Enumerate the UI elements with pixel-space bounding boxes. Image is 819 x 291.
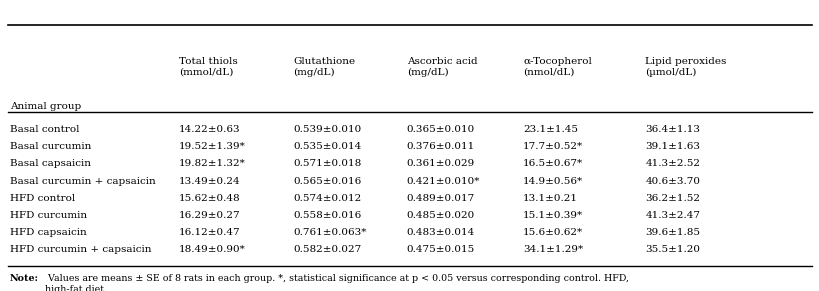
Text: 0.475±0.015: 0.475±0.015 <box>406 245 474 254</box>
Text: Basal control: Basal control <box>10 125 79 134</box>
Text: Basal curcumin + capsaicin: Basal curcumin + capsaicin <box>10 177 156 185</box>
Text: 0.421±0.010*: 0.421±0.010* <box>406 177 479 185</box>
Text: 0.574±0.012: 0.574±0.012 <box>293 194 361 203</box>
Text: 14.9±0.56*: 14.9±0.56* <box>523 177 582 185</box>
Text: 15.6±0.62*: 15.6±0.62* <box>523 228 582 237</box>
Text: HFD capsaicin: HFD capsaicin <box>10 228 87 237</box>
Text: 0.485±0.020: 0.485±0.020 <box>406 211 474 220</box>
Text: 0.571±0.018: 0.571±0.018 <box>293 159 361 168</box>
Text: Basal capsaicin: Basal capsaicin <box>10 159 91 168</box>
Text: 0.539±0.010: 0.539±0.010 <box>293 125 361 134</box>
Text: 17.7±0.52*: 17.7±0.52* <box>523 142 582 151</box>
Text: 36.2±1.52: 36.2±1.52 <box>645 194 699 203</box>
Text: 13.49±0.24: 13.49±0.24 <box>179 177 240 185</box>
Text: 40.6±3.70: 40.6±3.70 <box>645 177 699 185</box>
Text: 0.558±0.016: 0.558±0.016 <box>293 211 361 220</box>
Text: 0.376±0.011: 0.376±0.011 <box>406 142 474 151</box>
Text: Total thiols
(mmol/dL): Total thiols (mmol/dL) <box>179 57 238 77</box>
Text: 0.535±0.014: 0.535±0.014 <box>293 142 361 151</box>
Text: 0.761±0.063*: 0.761±0.063* <box>293 228 366 237</box>
Text: Glutathione
(mg/dL): Glutathione (mg/dL) <box>293 57 355 77</box>
Text: 0.582±0.027: 0.582±0.027 <box>293 245 361 254</box>
Text: 19.52±1.39*: 19.52±1.39* <box>179 142 245 151</box>
Text: 36.4±1.13: 36.4±1.13 <box>645 125 699 134</box>
Text: 23.1±1.45: 23.1±1.45 <box>523 125 577 134</box>
Text: 0.361±0.029: 0.361±0.029 <box>406 159 474 168</box>
Text: 41.3±2.47: 41.3±2.47 <box>645 211 699 220</box>
Text: 14.22±0.63: 14.22±0.63 <box>179 125 240 134</box>
Text: 35.5±1.20: 35.5±1.20 <box>645 245 699 254</box>
Text: Animal group: Animal group <box>10 102 81 111</box>
Text: 13.1±0.21: 13.1±0.21 <box>523 194 577 203</box>
Text: 19.82±1.32*: 19.82±1.32* <box>179 159 245 168</box>
Text: 39.6±1.85: 39.6±1.85 <box>645 228 699 237</box>
Text: 0.365±0.010: 0.365±0.010 <box>406 125 474 134</box>
Text: 0.483±0.014: 0.483±0.014 <box>406 228 474 237</box>
Text: 16.5±0.67*: 16.5±0.67* <box>523 159 582 168</box>
Text: 18.49±0.90*: 18.49±0.90* <box>179 245 245 254</box>
Text: 0.489±0.017: 0.489±0.017 <box>406 194 474 203</box>
Text: HFD curcumin + capsaicin: HFD curcumin + capsaicin <box>10 245 152 254</box>
Text: 34.1±1.29*: 34.1±1.29* <box>523 245 582 254</box>
Text: 16.12±0.47: 16.12±0.47 <box>179 228 240 237</box>
Text: Basal curcumin: Basal curcumin <box>10 142 91 151</box>
Text: 15.62±0.48: 15.62±0.48 <box>179 194 240 203</box>
Text: 39.1±1.63: 39.1±1.63 <box>645 142 699 151</box>
Text: Values are means ± SE of 8 rats in each group. *, statistical significance at p : Values are means ± SE of 8 rats in each … <box>45 274 628 291</box>
Text: Note:: Note: <box>10 274 38 283</box>
Text: α-Tocopherol
(nmol/dL): α-Tocopherol (nmol/dL) <box>523 57 591 77</box>
Text: 41.3±2.52: 41.3±2.52 <box>645 159 699 168</box>
Text: Lipid peroxides
(µmol/dL): Lipid peroxides (µmol/dL) <box>645 57 726 77</box>
Text: 0.565±0.016: 0.565±0.016 <box>293 177 361 185</box>
Text: HFD control: HFD control <box>10 194 75 203</box>
Text: HFD curcumin: HFD curcumin <box>10 211 87 220</box>
Text: Ascorbic acid
(mg/dL): Ascorbic acid (mg/dL) <box>406 57 477 77</box>
Text: 16.29±0.27: 16.29±0.27 <box>179 211 240 220</box>
Text: 15.1±0.39*: 15.1±0.39* <box>523 211 582 220</box>
